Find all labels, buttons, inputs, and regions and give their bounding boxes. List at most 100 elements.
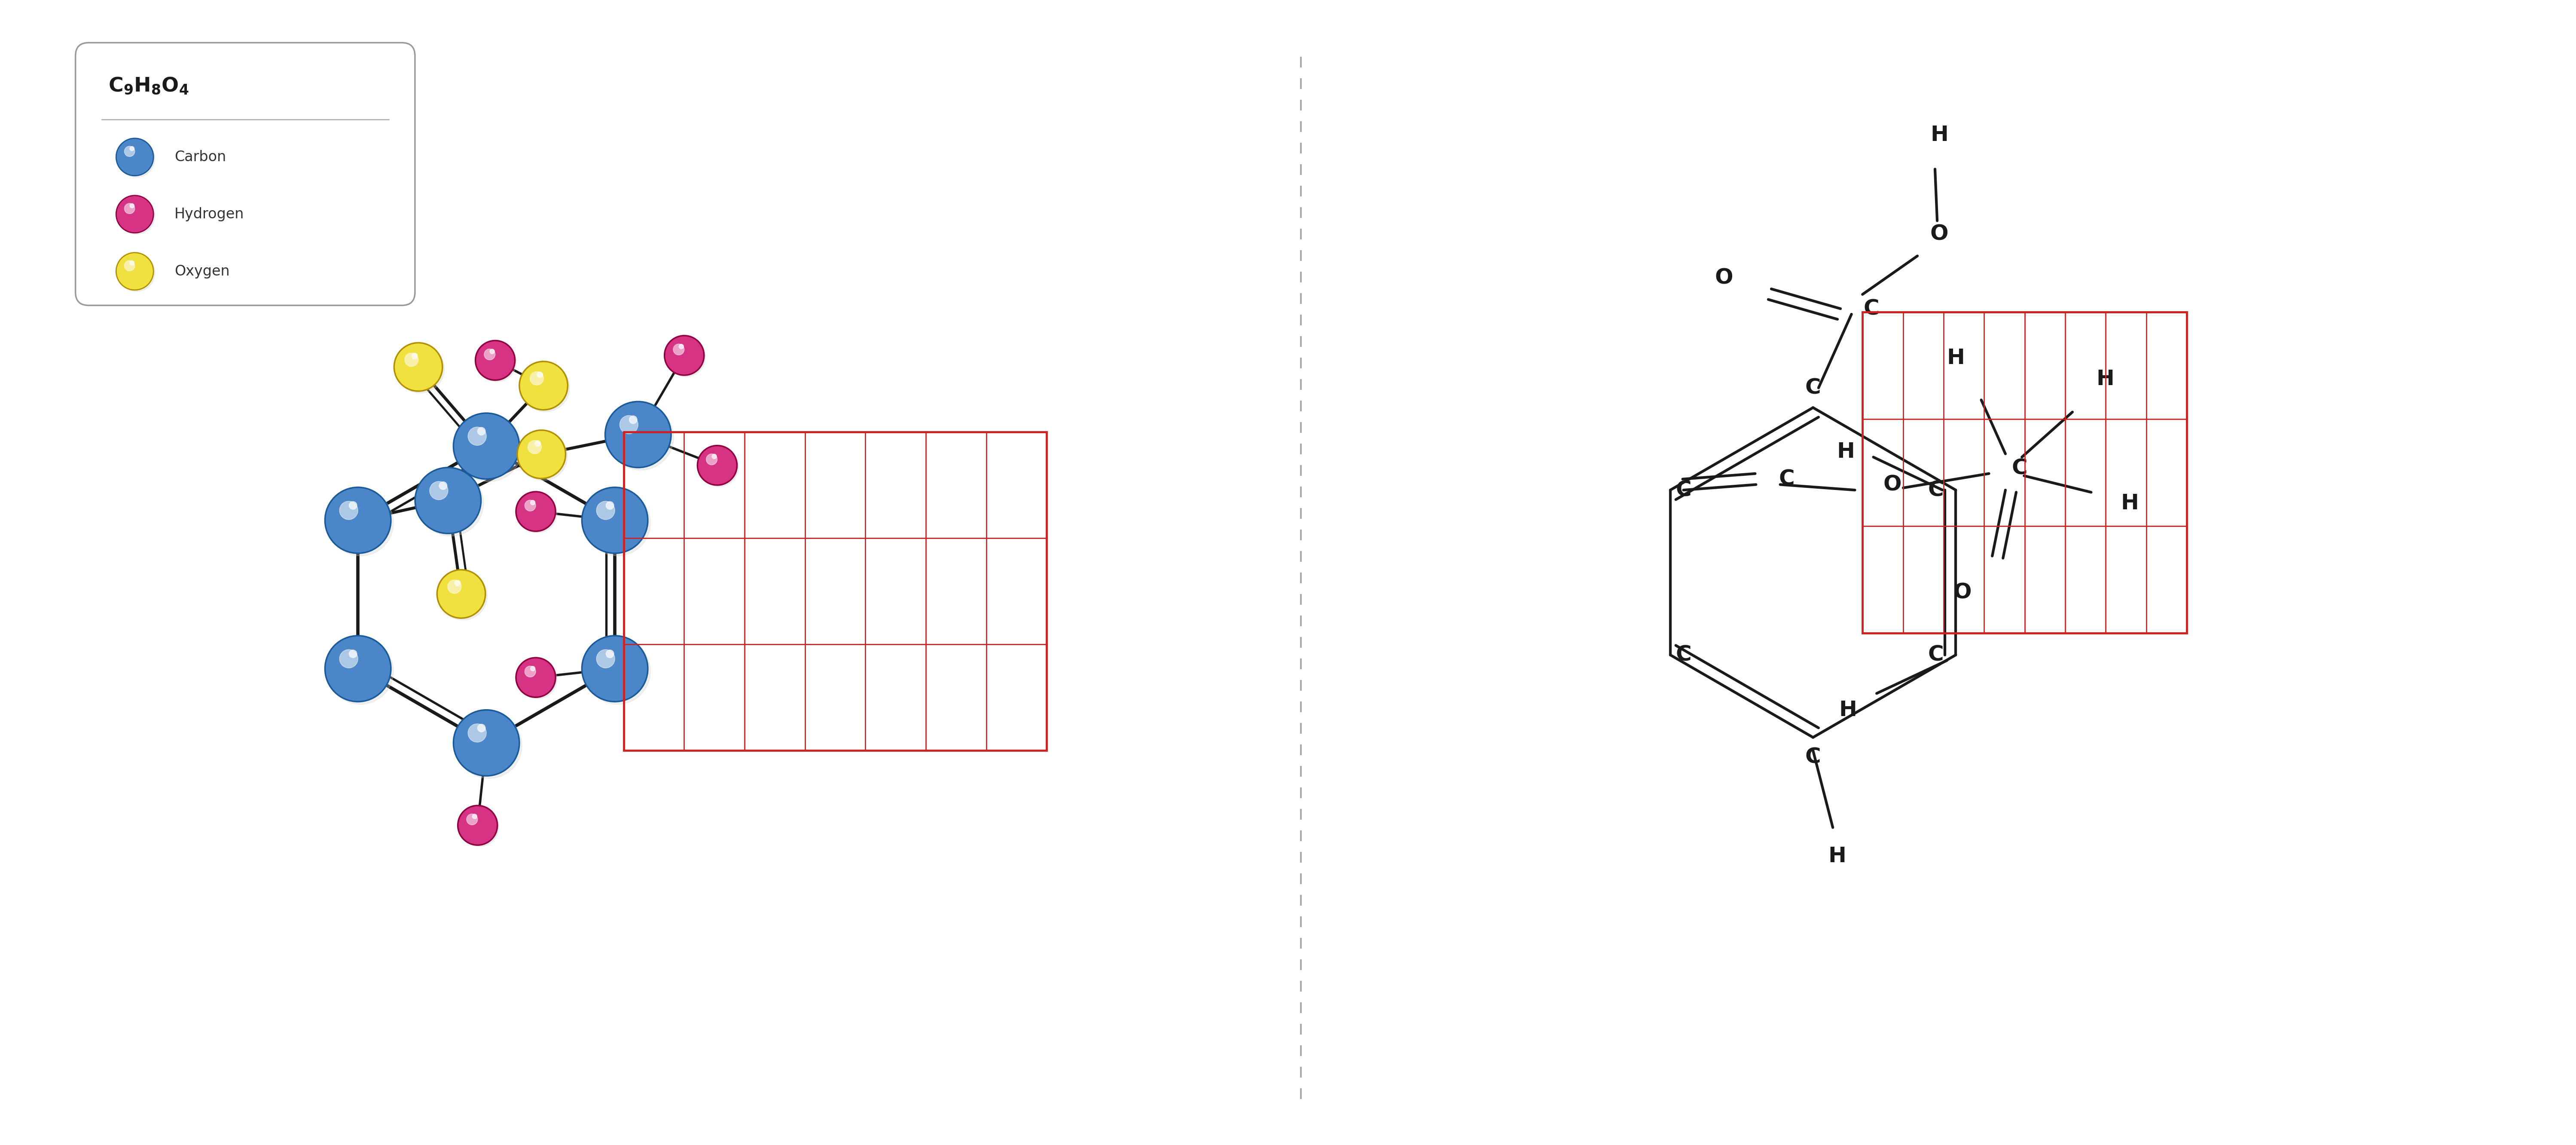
Circle shape [698,445,737,485]
Circle shape [518,431,567,479]
Circle shape [469,724,487,742]
Text: H: H [1929,125,1947,145]
Circle shape [489,349,495,354]
Circle shape [118,254,155,292]
Circle shape [129,147,134,151]
Circle shape [531,372,544,385]
Circle shape [412,353,417,360]
Circle shape [582,488,647,553]
Circle shape [536,441,541,447]
Circle shape [605,402,672,467]
Text: H: H [2120,493,2138,514]
Text: C: C [1927,645,1945,665]
Circle shape [438,571,487,621]
Circle shape [608,404,675,471]
Text: C: C [1806,747,1821,767]
Circle shape [438,570,484,618]
Circle shape [394,342,443,392]
Circle shape [116,196,155,232]
Circle shape [711,455,716,459]
Circle shape [515,491,556,531]
Circle shape [706,453,716,465]
Circle shape [116,253,155,290]
Circle shape [520,363,569,412]
Circle shape [477,342,518,381]
Circle shape [598,502,616,520]
Circle shape [598,649,616,668]
Circle shape [582,635,647,702]
Text: H: H [2097,369,2115,389]
Circle shape [340,502,358,520]
Text: $\mathbf{C_9H_8O_4}$: $\mathbf{C_9H_8O_4}$ [108,76,188,95]
Circle shape [118,140,155,177]
Circle shape [680,345,683,349]
Circle shape [124,204,134,214]
Text: H: H [1839,700,1857,720]
Text: O: O [1929,223,1947,244]
Circle shape [404,353,417,366]
Circle shape [466,814,477,824]
Circle shape [536,372,544,378]
Circle shape [118,197,155,235]
Circle shape [129,261,134,266]
Circle shape [438,482,448,490]
Circle shape [520,362,567,410]
Circle shape [453,413,520,479]
Circle shape [456,416,523,482]
Circle shape [459,806,497,845]
Circle shape [526,666,536,677]
Circle shape [415,467,482,534]
Circle shape [456,712,523,779]
Circle shape [448,579,461,593]
Circle shape [325,488,392,553]
Circle shape [325,635,392,702]
Circle shape [116,139,155,175]
Bar [623,432,1046,751]
Circle shape [417,471,484,536]
Circle shape [453,710,520,776]
Text: Oxygen: Oxygen [175,264,229,278]
Circle shape [515,657,556,697]
Text: H: H [1829,846,1847,867]
Circle shape [621,416,639,434]
Circle shape [698,448,739,487]
Circle shape [469,427,487,445]
Circle shape [665,335,703,376]
Circle shape [528,441,541,453]
Text: O: O [1716,268,1734,289]
Circle shape [477,427,484,435]
Circle shape [518,660,556,698]
Circle shape [605,502,613,510]
Circle shape [667,338,706,377]
Circle shape [526,500,536,511]
Text: O: O [1953,582,1971,602]
Bar [1862,311,2187,633]
Text: C: C [1674,480,1692,500]
Text: H: H [1837,441,1855,461]
Circle shape [397,345,446,393]
Circle shape [585,639,652,704]
Circle shape [430,481,448,500]
Circle shape [340,649,358,668]
Text: Hydrogen: Hydrogen [175,207,245,221]
Circle shape [327,639,394,704]
Text: C: C [1927,480,1945,500]
FancyBboxPatch shape [75,42,415,306]
Circle shape [629,416,636,424]
Text: Carbon: Carbon [175,150,227,164]
Circle shape [459,807,500,846]
Circle shape [605,650,613,657]
Circle shape [531,666,536,671]
Circle shape [348,502,358,510]
Text: C: C [1780,468,1795,489]
Circle shape [484,349,495,360]
Circle shape [518,493,556,532]
Circle shape [585,490,652,556]
Circle shape [124,147,134,157]
Text: H: H [1947,348,1965,369]
Text: O: O [1883,474,1901,495]
Circle shape [477,340,515,380]
Circle shape [124,260,134,271]
Circle shape [456,581,461,586]
Text: C: C [1806,378,1821,398]
